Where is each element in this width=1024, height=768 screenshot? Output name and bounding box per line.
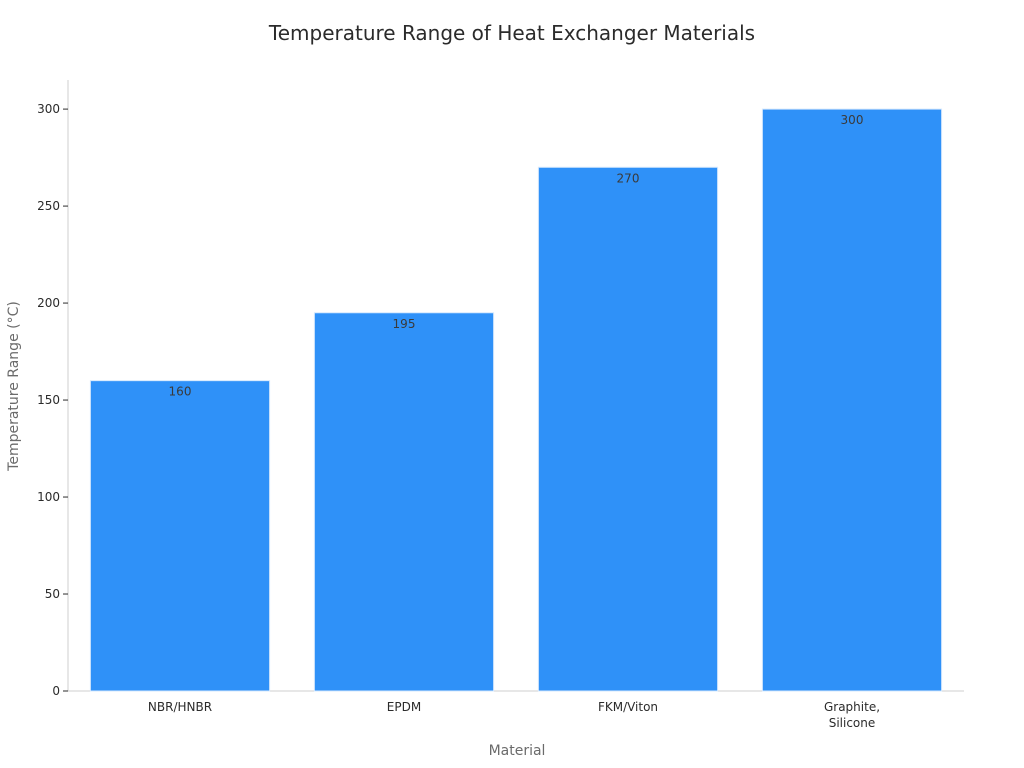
bar [89, 380, 271, 692]
y-axis-title: Temperature Range (°C) [6, 301, 22, 472]
x-tick-label-line: Graphite, [824, 700, 880, 714]
x-tick-label-line: EPDM [387, 700, 421, 714]
y-tick-label: 250 [37, 199, 60, 213]
x-tick-label: NBR/HNBR [148, 700, 212, 714]
y-tick-label: 150 [37, 393, 60, 407]
y-tick-label: 50 [45, 587, 60, 601]
data-label: 160 [169, 385, 192, 399]
x-tick-label-line: NBR/HNBR [148, 700, 212, 714]
y-tick-label: 0 [52, 684, 60, 698]
data-label: 195 [393, 317, 416, 331]
data-label: 300 [841, 113, 864, 127]
x-tick-label: Graphite, Silicone [824, 700, 880, 730]
plot-area: 0 50 100 150 200 250 300 160 NBR/HNBR 195 EPDM 270 F… [37, 80, 964, 730]
y-tick-label: 100 [37, 490, 60, 504]
x-axis-title: Material [489, 743, 546, 759]
x-tick-label: FKM/Viton [598, 700, 658, 714]
x-tick-label-line: FKM/Viton [598, 700, 658, 714]
bar [313, 312, 495, 692]
bar [761, 108, 943, 692]
data-label: 270 [617, 171, 640, 185]
y-tick-label: 200 [37, 296, 60, 310]
bar [537, 166, 719, 692]
x-tick-label: EPDM [387, 700, 421, 714]
chart-title: Temperature Range of Heat Exchanger Mate… [268, 21, 755, 45]
y-tick-label: 300 [37, 102, 60, 116]
x-tick-label-line: Silicone [829, 716, 876, 730]
